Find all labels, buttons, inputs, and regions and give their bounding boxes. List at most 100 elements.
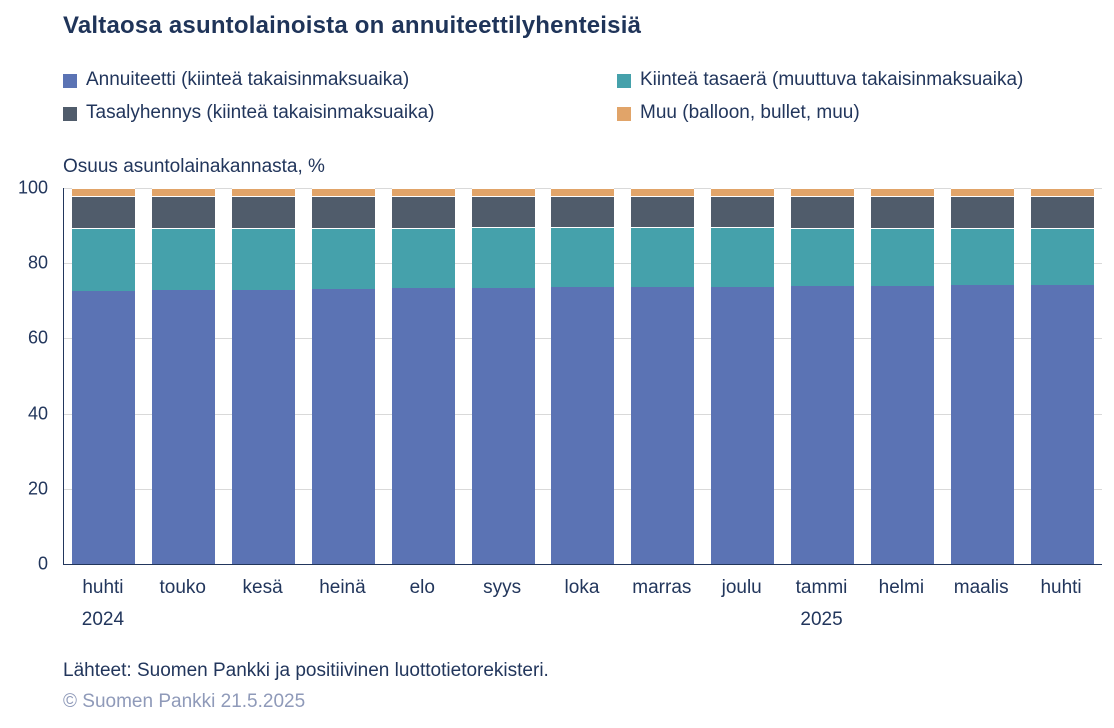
x-axis-label-8: joulu <box>702 577 782 631</box>
month-label: helmi <box>878 577 925 598</box>
bar-segment-tasalyhennys <box>551 195 615 228</box>
legend-item-kiintea-tasaera: Kiinteä tasaerä (muuttuva takaisinmaksua… <box>617 69 1108 91</box>
year-label: 2025 <box>800 609 843 630</box>
bar-segment-muu <box>311 188 375 196</box>
year-label <box>143 609 223 631</box>
y-axis-title: Osuus asuntolainakannasta, % <box>63 156 325 177</box>
bar-segment-annuiteetti <box>72 290 136 564</box>
bar-segment-tasalyhennys <box>950 195 1014 228</box>
copyright-text: © Suomen Pankki 21.5.2025 <box>63 691 306 712</box>
bar-segment-tasalyhennys <box>152 195 216 228</box>
year-label <box>382 609 462 631</box>
bar-segment-kiintea-tasaera <box>391 227 455 289</box>
bar-segment-annuiteetti <box>311 288 375 564</box>
bar-segment-muu <box>551 188 615 196</box>
bar-segment-muu <box>391 188 455 196</box>
month-label: touko <box>159 577 206 598</box>
bar-slot-6 <box>543 188 623 564</box>
bar-segment-kiintea-tasaera <box>791 227 855 287</box>
bar-segment-tasalyhennys <box>870 195 934 228</box>
month-label: kesä <box>242 577 283 598</box>
bar-syys-5 <box>471 188 535 564</box>
bar-segment-muu <box>471 188 535 196</box>
bar-slot-2 <box>224 188 304 564</box>
bar-maalis-11 <box>950 188 1014 564</box>
legend-label: Kiinteä tasaerä (muuttuva takaisinmaksua… <box>640 69 1024 90</box>
x-axis-label-4: elo <box>382 577 462 631</box>
bar-slot-12 <box>1022 188 1102 564</box>
bar-slot-8 <box>703 188 783 564</box>
bar-joulu-8 <box>711 188 775 564</box>
bar-segment-annuiteetti <box>551 287 615 564</box>
bar-segment-kiintea-tasaera <box>1030 227 1094 286</box>
x-axis-label-12: huhti <box>1021 577 1101 631</box>
x-axis-label-11: maalis <box>941 577 1021 631</box>
bar-loka-6 <box>551 188 615 564</box>
bar-huhti-12 <box>1030 188 1094 564</box>
bar-segment-kiintea-tasaera <box>232 227 296 290</box>
bar-segment-muu <box>232 188 296 196</box>
bar-slot-4 <box>383 188 463 564</box>
bar-segment-annuiteetti <box>232 289 296 564</box>
y-axis-labels: 0 20 40 60 80 100 <box>0 178 48 574</box>
month-label: syys <box>483 577 522 598</box>
x-axis-label-2: kesä <box>223 577 303 631</box>
bar-heinä-3 <box>311 188 375 564</box>
bar-slot-0 <box>64 188 144 564</box>
bar-segment-annuiteetti <box>471 287 535 564</box>
month-label: heinä <box>319 577 366 598</box>
sources-text: Lähteet: Suomen Pankki ja positiivinen l… <box>63 660 549 681</box>
bar-segment-tasalyhennys <box>391 195 455 228</box>
bar-segment-kiintea-tasaera <box>311 227 375 289</box>
bar-marras-7 <box>631 188 695 564</box>
chart-title: Valtaosa asuntolainoista on annuiteettil… <box>63 12 642 39</box>
legend-item-tasalyhennys: Tasalyhennys (kiinteä takaisinmaksuaika) <box>63 102 617 124</box>
year-label <box>223 609 303 631</box>
bar-segment-muu <box>1030 188 1094 196</box>
month-label: tammi <box>795 577 848 598</box>
legend-swatch-muu <box>617 106 631 121</box>
year-label <box>622 609 702 631</box>
bar-slot-1 <box>144 188 224 564</box>
bar-segment-kiintea-tasaera <box>72 227 136 291</box>
bar-huhti-0 <box>72 188 136 564</box>
bar-segment-annuiteetti <box>711 286 775 564</box>
x-axis-label-3: heinä <box>303 577 383 631</box>
bar-helmi-10 <box>870 188 934 564</box>
year-label <box>303 609 383 631</box>
bar-segment-tasalyhennys <box>711 195 775 228</box>
x-axis-label-7: marras <box>622 577 702 631</box>
x-axis-label-10: helmi <box>861 577 941 631</box>
year-label <box>861 609 941 631</box>
y-axis-label-80: 80 <box>27 252 48 273</box>
bar-segment-kiintea-tasaera <box>870 227 934 286</box>
month-label: joulu <box>721 577 762 598</box>
legend-item-muu: Muu (balloon, bullet, muu) <box>617 102 1108 124</box>
bar-segment-kiintea-tasaera <box>711 227 775 287</box>
bar-segment-kiintea-tasaera <box>471 227 535 288</box>
bar-touko-1 <box>152 188 216 564</box>
bar-slot-3 <box>304 188 384 564</box>
month-label: huhti <box>1040 577 1082 598</box>
bar-segment-annuiteetti <box>791 286 855 564</box>
bar-tammi-9 <box>791 188 855 564</box>
bar-segment-muu <box>631 188 695 196</box>
bar-segment-muu <box>711 188 775 196</box>
bar-segment-annuiteetti <box>631 286 695 564</box>
x-axis-label-9: tammi 2025 <box>782 577 862 631</box>
year-label <box>941 609 1021 631</box>
bar-segment-kiintea-tasaera <box>950 227 1014 286</box>
year-label: 2024 <box>81 609 125 630</box>
y-axis-label-40: 40 <box>27 403 48 424</box>
bar-segment-muu <box>950 188 1014 196</box>
plot-area <box>63 188 1102 565</box>
month-label: loka <box>564 577 600 598</box>
month-label: huhti <box>82 577 124 598</box>
x-axis-label-6: loka <box>542 577 622 631</box>
bar-segment-annuiteetti <box>152 289 216 564</box>
bar-segment-annuiteetti <box>950 285 1014 564</box>
month-label: marras <box>632 577 692 598</box>
bar-slot-7 <box>623 188 703 564</box>
bar-segment-kiintea-tasaera <box>631 227 695 287</box>
y-axis-label-60: 60 <box>27 327 48 348</box>
